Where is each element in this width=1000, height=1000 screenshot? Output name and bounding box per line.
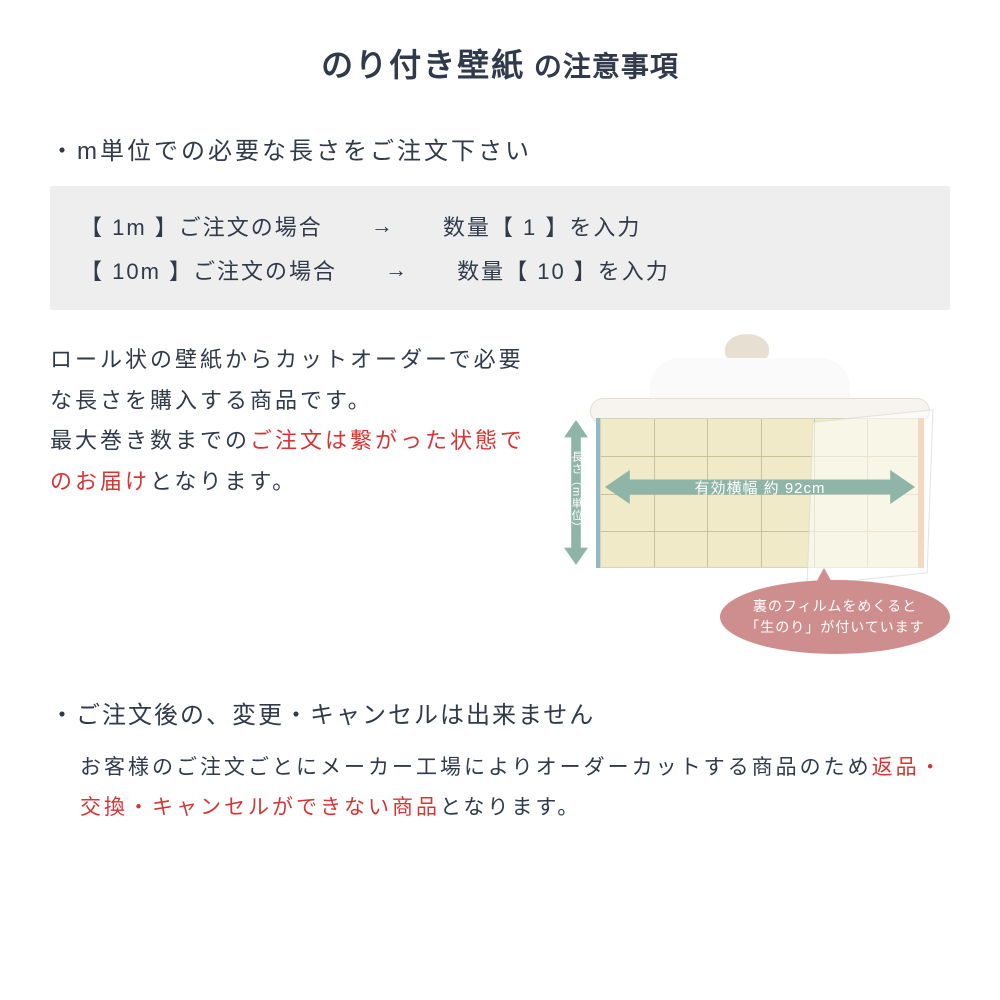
description-text: ロール状の壁紙からカットオーダーで必要な長さを購入する商品です。 最大巻き数まで… (50, 340, 540, 630)
wallpaper-figure: 長さ（m単位） 有効横幅 約 92cm 裏のフィルムをめくると 「生のり」が付い… (560, 340, 940, 630)
h-arrow-label: 有効横幅 約 92cm (605, 470, 915, 504)
title-sub: の注意事項 (525, 51, 679, 82)
page-title: のり付き壁紙 の注意事項 (50, 40, 950, 86)
horizontal-arrow: 有効横幅 約 92cm (605, 470, 915, 504)
section1-heading: ・m単位での必要な長さをご注文下さい (50, 131, 950, 166)
section2-body: お客様のご注文ごとにメーカー工場によりオーダーカットする商品のため返品・交換・キ… (50, 748, 950, 828)
vertical-arrow: 長さ（m単位） (560, 420, 592, 565)
speech-bubble: 裏のフィルムをめくると 「生のり」が付いています (720, 580, 950, 654)
example-row-2: 【 10m 】 ご注文の場合 → 数量 【 10 】 を入力 (80, 248, 920, 292)
section2-heading: ・ご注文後の、変更・キャンセルは出来ません (50, 695, 950, 730)
order-example-box: 【 1m 】 ご注文の場合 → 数量 【 1 】 を入力 【 10m 】 ご注文… (50, 186, 950, 310)
v-arrow-label: 長さ（m単位） (568, 451, 584, 533)
example-row-1: 【 1m 】 ご注文の場合 → 数量 【 1 】 を入力 (80, 204, 920, 248)
title-main: のり付き壁紙 (321, 47, 525, 83)
mid-block: ロール状の壁紙からカットオーダーで必要な長さを購入する商品です。 最大巻き数まで… (50, 340, 950, 630)
